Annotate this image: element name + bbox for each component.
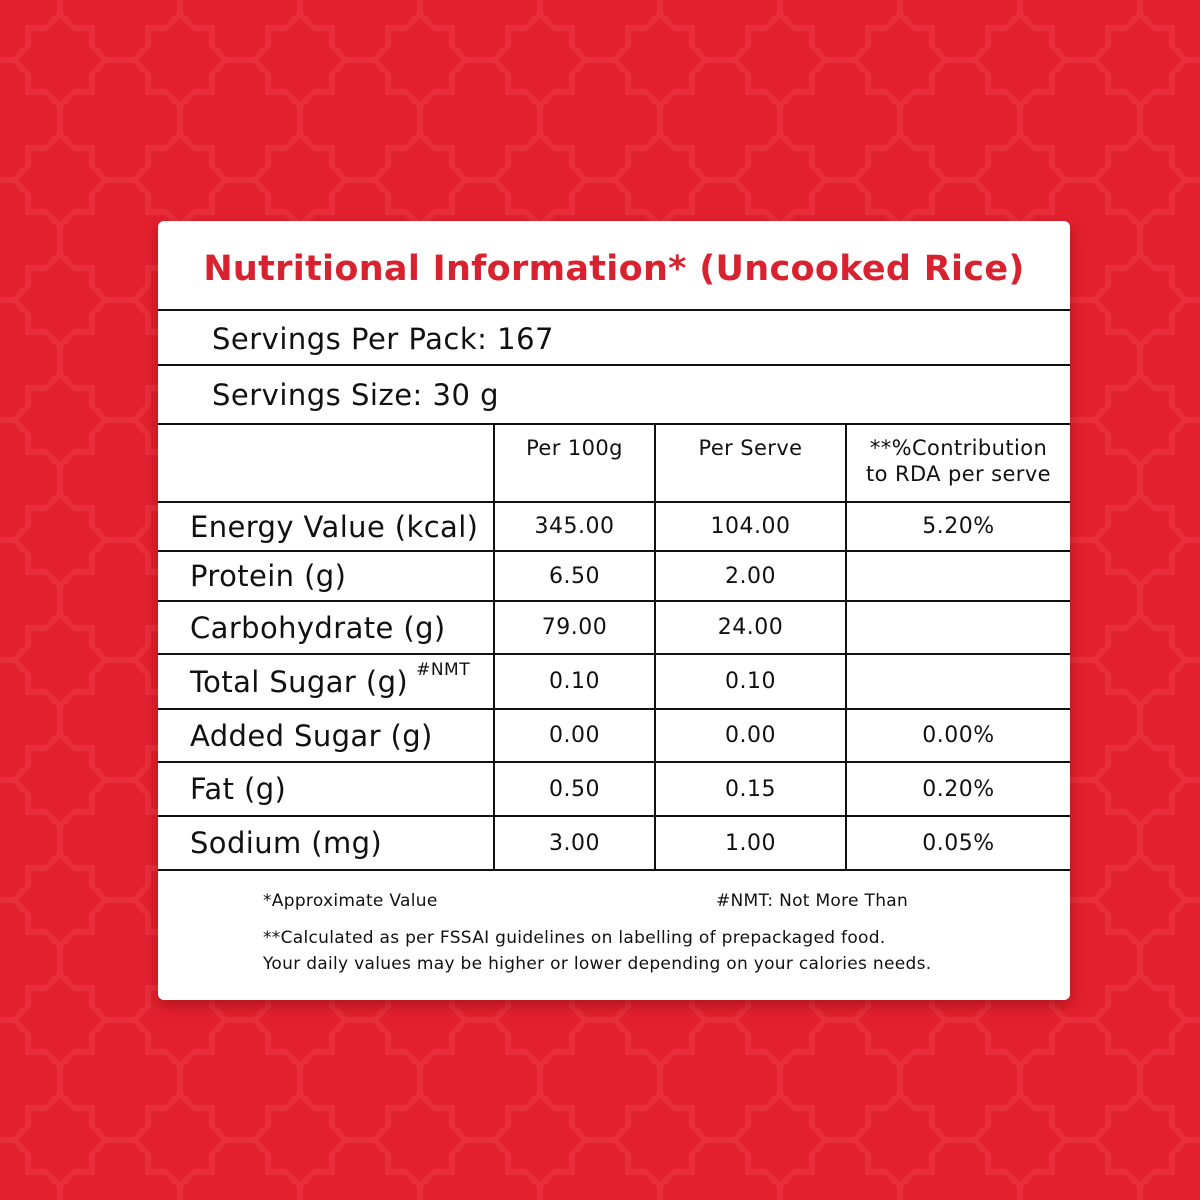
cell-per-100g: 0.00 [549,723,600,748]
cell-rda [847,552,1070,600]
column-divider [845,424,847,869]
cell-per-serve: 0.00 [725,723,776,748]
divider [158,423,1070,425]
cell-rda [847,655,1070,708]
row-label-text: Energy Value (kcal) [190,509,479,544]
row-label: Fat (g) [190,763,286,815]
cell-rda: 0.05% [922,830,995,856]
row-label: Added Sugar (g) [190,710,433,761]
row-divider [158,869,1070,871]
header-rda: **%Contribution to RDA per serve [847,435,1070,501]
divider [158,501,1070,503]
header-rda-line1: **%Contribution [869,436,1048,460]
row-label: Protein (g) [190,552,346,600]
row-divider [158,653,1070,655]
row-divider [158,600,1070,602]
row-label-text: Total Sugar (g) [190,664,409,699]
row-label-superscript: #NMT [416,659,471,680]
row-label: Total Sugar (g) #NMT [190,655,470,708]
row-label-text: Carbohydrate (g) [190,610,446,645]
row-label-text: Protein (g) [190,559,347,593]
header-per-serve: Per Serve [698,436,803,460]
cell-per-100g: 6.50 [549,563,600,589]
row-label-text: Sodium (mg) [190,826,383,860]
divider [158,309,1070,311]
cell-per-100g: 0.10 [549,669,600,694]
cell-per-serve: 0.15 [725,776,776,802]
note-calc-line2: Your daily values may be higher or lower… [263,954,932,974]
serving-size: Servings Size: 30 g [212,378,500,412]
cell-rda: 0.00% [922,723,995,748]
row-divider [158,550,1070,552]
nutrition-title: Nutritional Information* (Uncooked Rice) [203,248,1025,289]
cell-per-serve: 1.00 [725,830,776,856]
cell-rda: 5.20% [922,514,995,539]
column-divider [654,424,656,869]
cell-per-serve: 104.00 [710,514,791,539]
cell-per-100g: 0.50 [549,776,600,802]
divider [158,364,1070,366]
cell-per-serve: 2.00 [725,563,776,589]
cell-per-100g: 79.00 [541,615,608,640]
row-divider [158,815,1070,817]
cell-per-100g: 345.00 [534,514,615,539]
cell-per-100g: 3.00 [549,830,600,856]
servings-per-pack: Servings Per Pack: 167 [212,322,554,356]
header-rda-line2: to RDA per serve [866,462,1051,486]
cell-rda [847,602,1070,653]
header-per-100g: Per 100g [526,436,623,460]
row-label-text: Fat (g) [190,772,287,806]
row-label: Sodium (mg) [190,817,382,869]
cell-per-serve: 0.10 [725,669,776,694]
note-calc-line1: **Calculated as per FSSAI guidelines on … [263,928,886,948]
column-divider [493,424,495,869]
nutrition-card: Nutritional Information* (Uncooked Rice)… [158,221,1070,1000]
cell-rda: 0.20% [922,776,995,802]
row-label: Energy Value (kcal) [190,503,478,550]
note-nmt: #NMT: Not More Than [716,891,909,911]
note-approx: *Approximate Value [263,891,438,911]
row-divider [158,708,1070,710]
row-label: Carbohydrate (g) [190,602,446,653]
cell-per-serve: 24.00 [717,615,784,640]
row-label-text: Added Sugar (g) [190,718,433,753]
row-divider [158,761,1070,763]
